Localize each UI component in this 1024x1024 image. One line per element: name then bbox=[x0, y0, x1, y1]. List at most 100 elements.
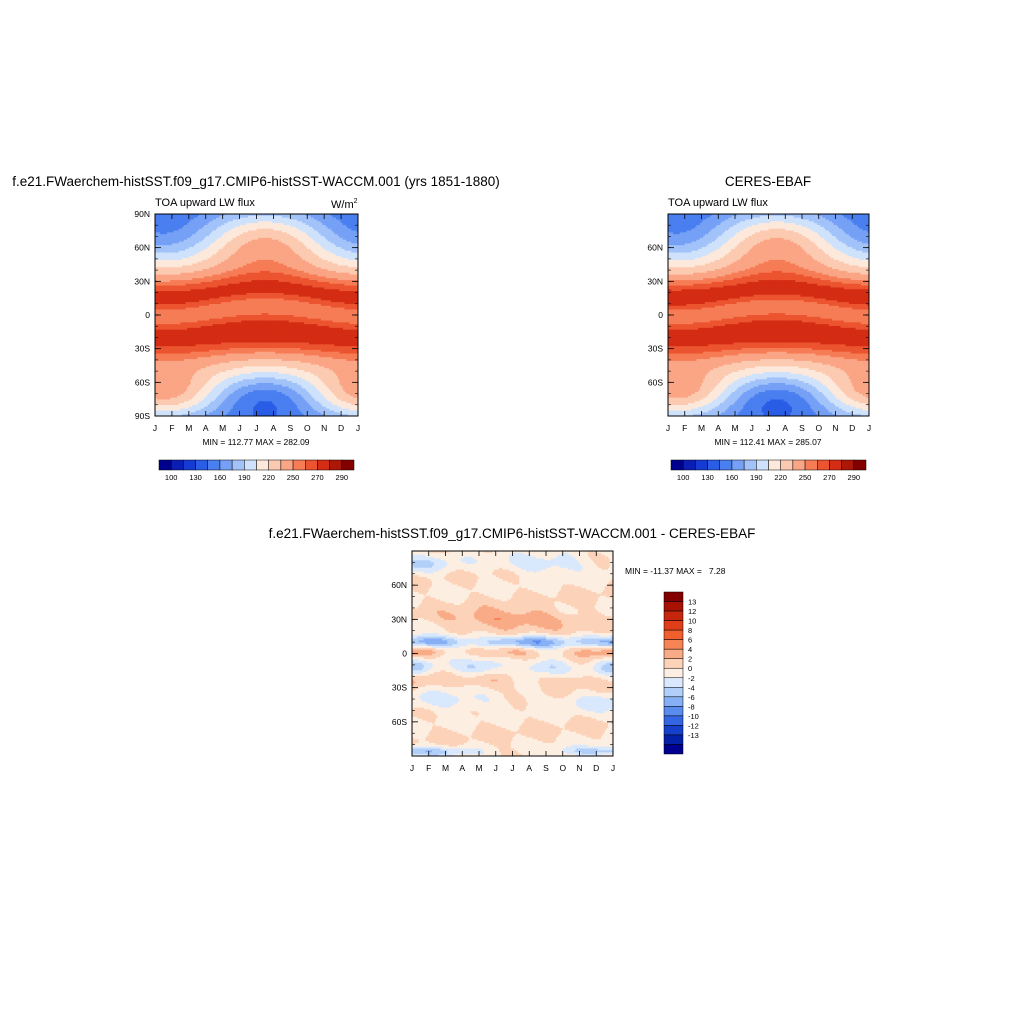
field-cell bbox=[349, 219, 352, 222]
field-cell bbox=[182, 245, 185, 248]
field-cell bbox=[253, 236, 256, 239]
field-cell bbox=[237, 226, 241, 230]
field-cell bbox=[165, 241, 168, 244]
field-cell bbox=[266, 239, 269, 243]
field-cell bbox=[229, 225, 232, 228]
field-cell bbox=[317, 239, 320, 243]
field-cell bbox=[275, 237, 278, 241]
field-cell bbox=[280, 234, 283, 237]
field-cell bbox=[226, 236, 229, 239]
field-cell bbox=[249, 228, 252, 232]
field-cell bbox=[198, 237, 202, 241]
field-cell bbox=[195, 219, 198, 222]
field-cell bbox=[241, 232, 244, 235]
field-cell bbox=[197, 219, 200, 222]
field-cell bbox=[229, 226, 232, 230]
field-cell bbox=[251, 241, 254, 244]
field-cell bbox=[251, 221, 254, 224]
field-cell bbox=[244, 225, 247, 228]
field-cell bbox=[227, 226, 230, 230]
field-cell bbox=[249, 247, 252, 250]
field-cell bbox=[346, 243, 349, 246]
field-cell bbox=[285, 226, 288, 230]
field-cell bbox=[204, 232, 207, 235]
field-cell bbox=[273, 236, 276, 239]
field-cell bbox=[319, 228, 322, 232]
field-cell bbox=[293, 214, 296, 217]
field-cell bbox=[182, 225, 185, 228]
field-cell bbox=[190, 230, 193, 233]
field-cell bbox=[239, 241, 242, 244]
field-cell bbox=[259, 232, 263, 235]
field-cell bbox=[207, 228, 210, 232]
field-cell bbox=[185, 228, 188, 232]
field-cell bbox=[220, 214, 224, 217]
field-cell bbox=[332, 239, 335, 243]
field-cell bbox=[310, 234, 313, 237]
field-cell bbox=[307, 245, 310, 248]
field-cell bbox=[215, 223, 219, 226]
field-cell bbox=[310, 239, 313, 243]
field-cell bbox=[226, 245, 229, 248]
field-cell bbox=[286, 221, 290, 224]
field-cell bbox=[317, 223, 320, 226]
field-cell bbox=[349, 248, 352, 252]
field-cell bbox=[310, 221, 313, 224]
field-cell bbox=[242, 239, 246, 243]
field-cell bbox=[314, 223, 317, 226]
field-cell bbox=[241, 226, 244, 230]
field-cell bbox=[190, 225, 193, 228]
field-cell bbox=[336, 234, 339, 237]
field-cell bbox=[271, 232, 274, 235]
field-cell bbox=[278, 232, 281, 235]
field-cell bbox=[160, 234, 163, 237]
field-cell bbox=[168, 247, 171, 250]
field-cell bbox=[303, 247, 307, 250]
field-cell bbox=[190, 214, 193, 217]
field-cell bbox=[168, 245, 171, 248]
field-cell bbox=[276, 236, 279, 239]
field-cell bbox=[158, 243, 161, 246]
field-cell bbox=[312, 223, 315, 226]
field-cell bbox=[175, 236, 178, 239]
field-cell bbox=[234, 225, 237, 228]
field-cell bbox=[300, 243, 303, 246]
field-cell bbox=[285, 215, 288, 219]
field-cell bbox=[200, 239, 203, 243]
field-cell bbox=[170, 226, 173, 230]
field-cell bbox=[219, 226, 222, 230]
field-cell bbox=[259, 239, 263, 243]
field-cell bbox=[215, 219, 219, 222]
field-cell bbox=[317, 245, 320, 248]
field-cell bbox=[288, 215, 291, 219]
field-cell bbox=[317, 247, 320, 250]
field-cell bbox=[258, 215, 261, 219]
field-cell bbox=[193, 215, 197, 219]
field-cell bbox=[193, 230, 197, 233]
field-cell bbox=[334, 226, 337, 230]
field-cell bbox=[198, 247, 202, 250]
field-cell bbox=[354, 219, 357, 222]
field-cell bbox=[273, 234, 276, 237]
field-cell bbox=[339, 237, 342, 241]
field-cell bbox=[231, 215, 234, 219]
field-cell bbox=[202, 234, 205, 237]
field-cell bbox=[160, 223, 163, 226]
field-cell bbox=[246, 234, 249, 237]
field-cell bbox=[352, 245, 356, 248]
field-cell bbox=[297, 226, 300, 230]
field-cell bbox=[354, 214, 357, 217]
field-cell bbox=[215, 214, 219, 217]
field-cell bbox=[293, 215, 296, 219]
field-cell bbox=[308, 228, 312, 232]
field-cell bbox=[214, 234, 217, 237]
field-cell bbox=[329, 230, 332, 233]
field-cell bbox=[210, 239, 214, 243]
field-cell bbox=[166, 217, 170, 221]
field-cell bbox=[298, 234, 301, 237]
field-cell bbox=[170, 223, 173, 226]
field-cell bbox=[290, 239, 293, 243]
field-cell bbox=[217, 215, 220, 219]
field-cell bbox=[278, 237, 281, 241]
field-cell bbox=[259, 215, 263, 219]
